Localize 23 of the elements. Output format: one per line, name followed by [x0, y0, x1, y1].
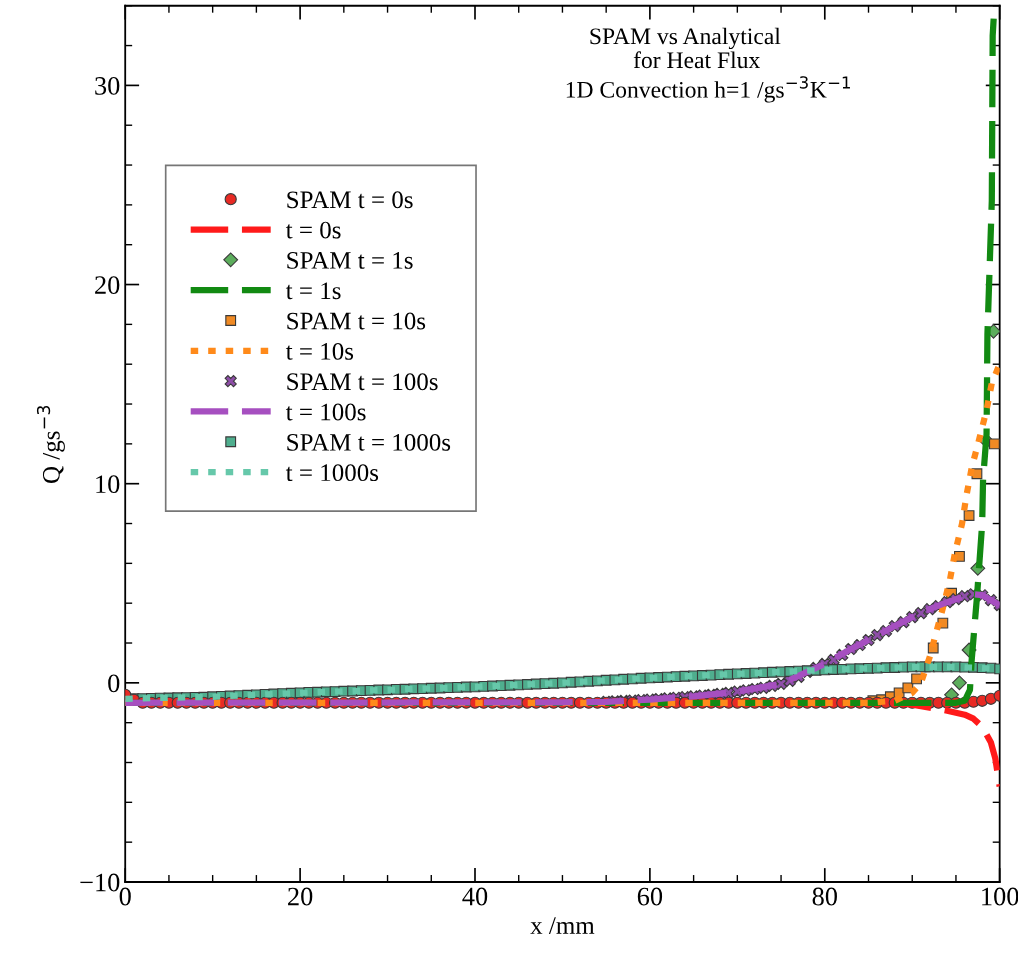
x-tick-label: 40: [462, 887, 488, 906]
legend-label: t = 1s: [285, 282, 341, 300]
legend-label: SPAM t = 1s: [287, 252, 413, 269]
legend-label: SPAM t = 100s: [287, 373, 438, 391]
legend-label: t = 0s: [285, 221, 341, 239]
legend-label: t = 100s: [285, 403, 366, 421]
legend-label: t = 10s: [285, 342, 354, 360]
y-tick-label: 0: [108, 674, 120, 693]
legend-label: SPAM t = 0s: [287, 191, 413, 209]
y-tick-label: −10: [80, 873, 120, 892]
x-axis-title: x /mm: [530, 917, 595, 934]
y-axis-title: Q /gs$^{−3}$: [36, 405, 65, 483]
x-tick-label: 60: [637, 887, 663, 906]
y-tick-label: 20: [95, 276, 120, 294]
legend-label: SPAM t = 1000s: [287, 433, 451, 451]
text: SPAM vs Analytical for Heat Flux 1D Convection h=1 /gs$^{−3}$K$^{−1}$: [566, 27, 850, 103]
x-tick-label: 20: [288, 887, 313, 906]
y-tick-label: 30: [95, 77, 120, 95]
legend-label: SPAM t = 10s: [287, 312, 426, 330]
x-tick-label: 100: [982, 887, 1018, 906]
y-tick-label: 10: [96, 475, 120, 494]
legend-label: t = 1000s: [285, 464, 379, 482]
x-tick-label: 80: [812, 887, 837, 906]
